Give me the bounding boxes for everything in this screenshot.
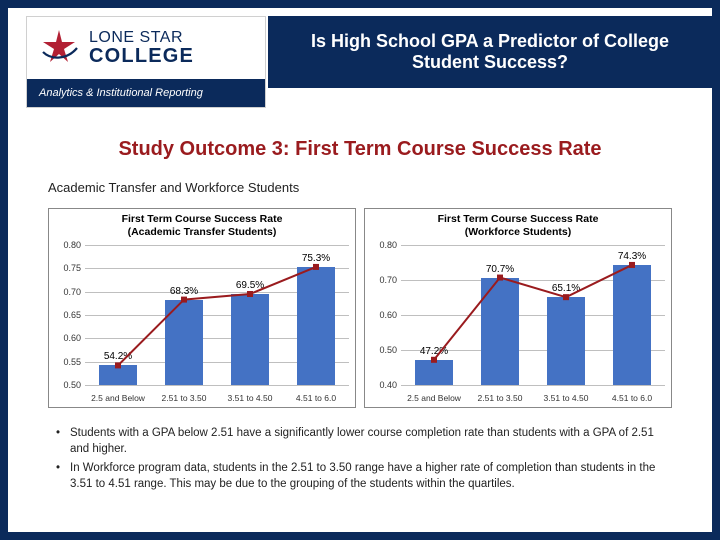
bar-value-label: 65.1% [536,283,596,294]
chart-title-line1: First Term Course Success Rate [438,213,599,225]
chart-academic-transfer: First Term Course Success Rate (Academic… [48,208,356,408]
logo: LONE STAR COLLEGE Analytics & Institutio… [26,16,266,108]
bar [99,365,137,385]
bar [415,360,453,385]
chart-title-line1: First Term Course Success Rate [122,213,283,225]
bullet-item: In Workforce program data, students in t… [56,461,664,492]
x-tick-label: 2.5 and Below [407,393,461,403]
y-tick-label: 0.50 [367,345,397,355]
y-tick-label: 0.75 [51,263,81,273]
y-tick-label: 0.70 [51,287,81,297]
bar [297,267,335,385]
bar [165,300,203,385]
x-tick-label: 3.51 to 4.50 [544,393,589,403]
logo-line2: COLLEGE [89,46,194,66]
y-tick-label: 0.50 [51,380,81,390]
bar [481,278,519,385]
x-tick-label: 3.51 to 4.50 [228,393,273,403]
chart-title-line2: (Academic Transfer Students) [128,226,277,238]
y-tick-label: 0.70 [367,275,397,285]
x-tick-label: 4.51 to 6.0 [612,393,652,403]
bar-value-label: 54.2% [88,351,148,362]
x-tick-label: 4.51 to 6.0 [296,393,336,403]
bar-value-label: 74.3% [602,251,662,262]
x-tick-label: 2.51 to 3.50 [162,393,207,403]
y-tick-label: 0.80 [51,240,81,250]
y-tick-label: 0.60 [51,333,81,343]
bar [547,297,585,385]
x-tick-label: 2.51 to 3.50 [478,393,523,403]
bar [613,265,651,385]
logo-line1: LONE STAR [89,30,194,46]
bar [231,294,269,385]
bar-value-label: 68.3% [154,286,214,297]
y-tick-label: 0.60 [367,310,397,320]
bullet-list: Students with a GPA below 2.51 have a si… [56,426,664,496]
subtitle: Study Outcome 3: First Term Course Succe… [8,138,712,161]
y-tick-label: 0.40 [367,380,397,390]
bar-value-label: 75.3% [286,253,346,264]
bar-value-label: 70.7% [470,264,530,275]
y-tick-label: 0.55 [51,357,81,367]
charts-row: First Term Course Success Rate (Academic… [48,208,672,408]
logo-sublabel: Analytics & Institutional Reporting [27,79,265,107]
bar-value-label: 69.5% [220,280,280,291]
x-tick-label: 2.5 and Below [91,393,145,403]
bar-value-label: 47.2% [404,346,464,357]
chart-workforce: First Term Course Success Rate (Workforc… [364,208,672,408]
y-tick-label: 0.65 [51,310,81,320]
section-label: Academic Transfer and Workforce Students [48,180,299,195]
star-icon [37,26,81,70]
y-tick-label: 0.80 [367,240,397,250]
page-title: Is High School GPA a Predictor of Colleg… [268,16,712,88]
bullet-item: Students with a GPA below 2.51 have a si… [56,426,664,457]
chart-title-line2: (Workforce Students) [465,226,572,238]
